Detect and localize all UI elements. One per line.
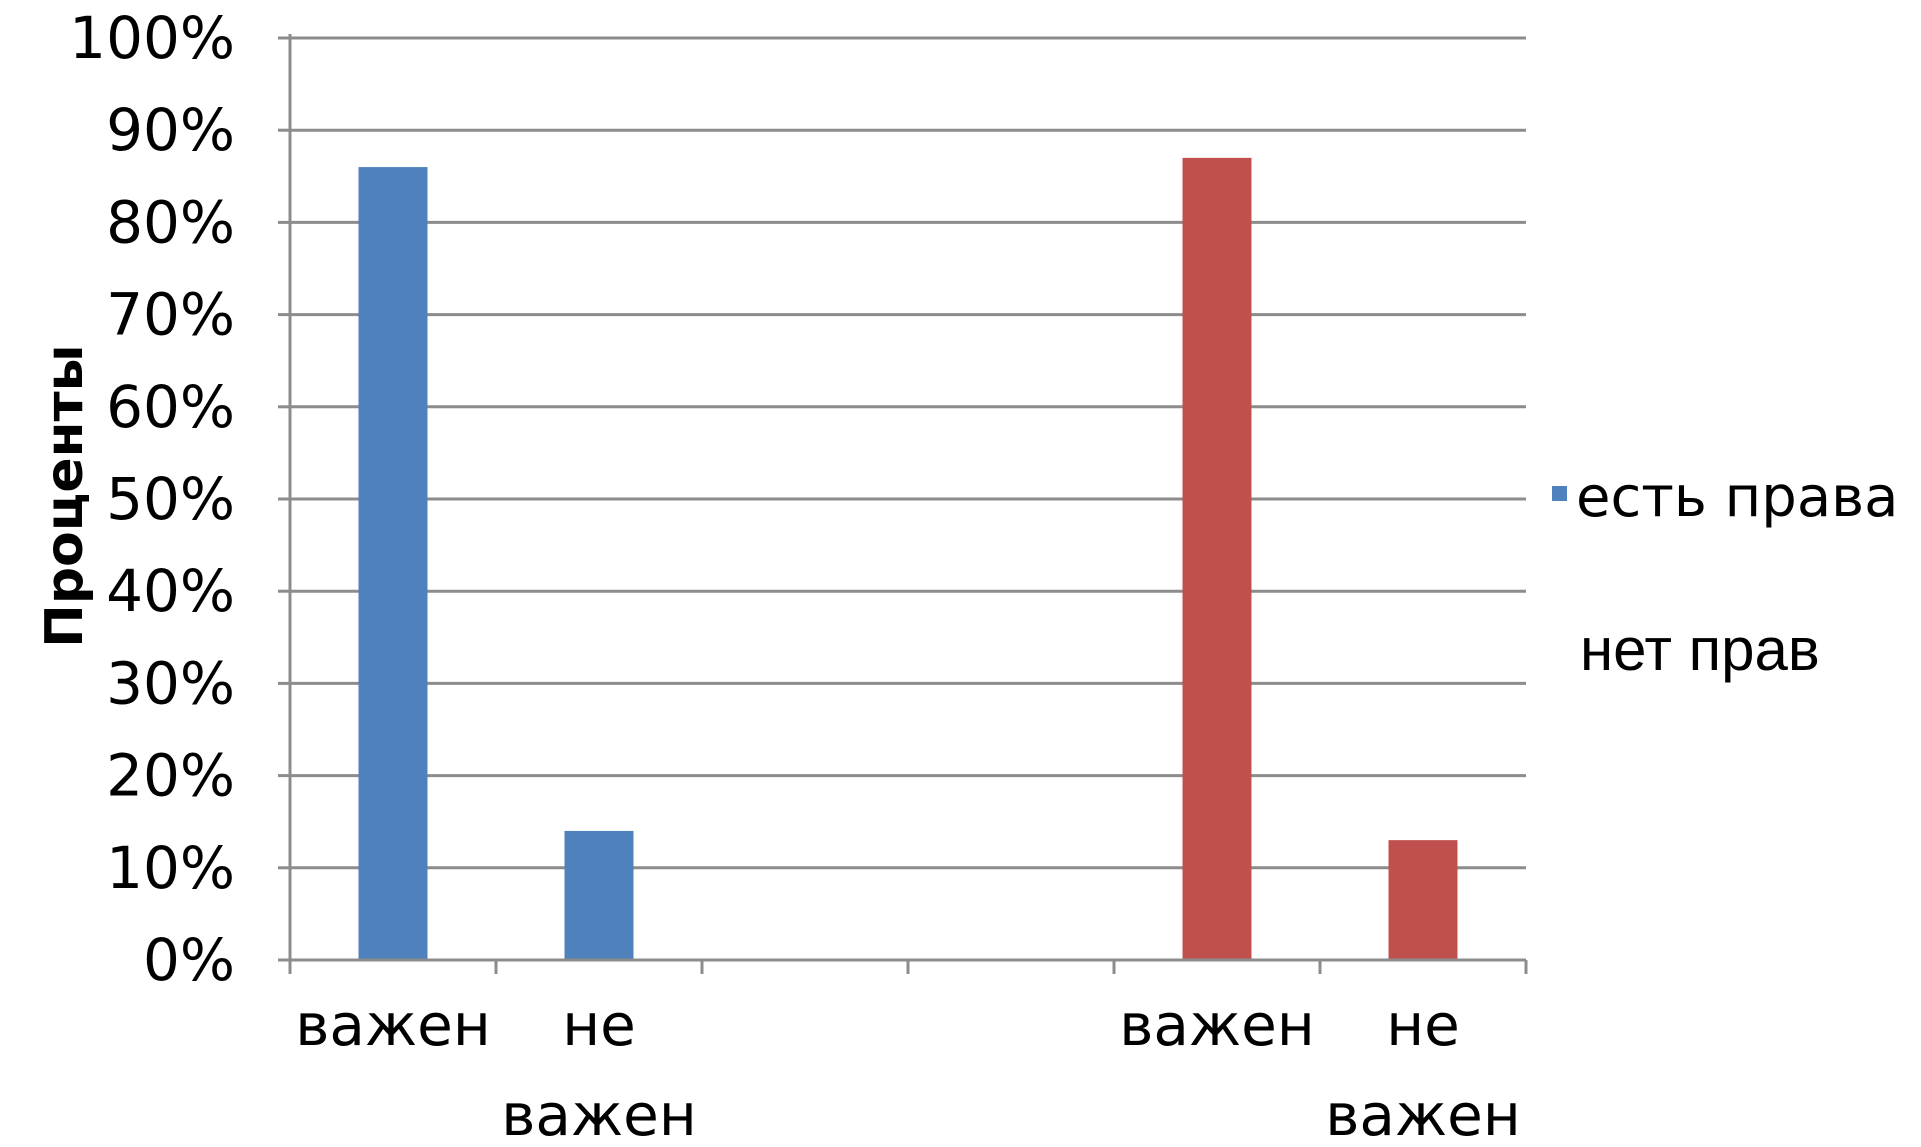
y-tick-label: 90% [106,96,235,164]
y-tick-label: 0% [143,926,235,994]
y-axis-title: Проценты [35,344,95,647]
x-category-label-line: важен [1325,1081,1521,1147]
y-tick-label: 80% [106,188,235,256]
x-category-label-line: важен [295,991,491,1059]
bar [1182,157,1252,961]
legend-label: есть права [1576,465,1898,530]
legend: есть права нет прав [1552,465,1898,683]
legend-swatch [1552,486,1567,501]
y-tick-label: 70% [106,281,235,349]
x-category-label: не важен [501,991,697,1147]
bar [1388,840,1458,960]
y-tick-label: 10% [106,834,235,902]
bar [358,167,428,960]
axes [278,34,1528,974]
y-tick-label: 100% [69,4,235,72]
gridlines [290,36,1526,870]
bars [358,157,1458,961]
x-category-label-line: не [562,991,636,1059]
x-category-label: важен [1119,991,1315,1059]
y-tick-label: 30% [106,649,235,717]
y-axis-ticks: 0% 10% 20% 30% 40% 50% 60% 70% 80% 90% 100% [69,4,290,994]
y-tick-label: 60% [106,373,235,441]
x-category-label-line: не [1386,991,1460,1059]
legend-label: нет прав [1580,616,1820,683]
bar [564,830,634,960]
x-category-label: не важен [1325,991,1521,1147]
x-category-label-line: важен [501,1081,697,1147]
y-tick-label: 20% [106,742,235,810]
y-tick-label: 40% [106,557,235,625]
y-tick-label: 50% [106,465,235,533]
x-category-label: важен [295,991,491,1059]
x-category-label-line: важен [1119,991,1315,1059]
